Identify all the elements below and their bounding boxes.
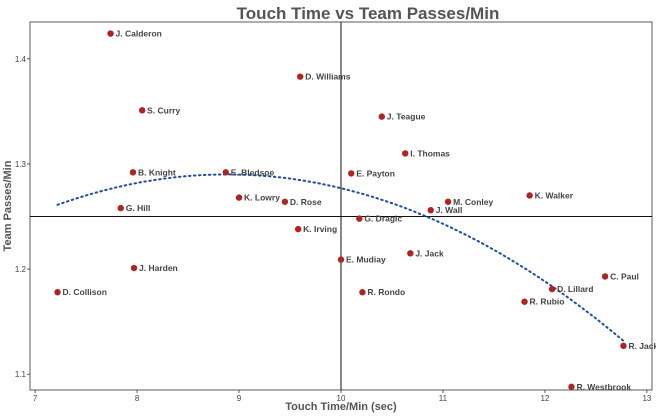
point-label: S. Curry bbox=[147, 105, 180, 115]
point-marker bbox=[54, 289, 61, 296]
point-label: R. Rubio bbox=[530, 297, 565, 307]
data-point: R. Rubio bbox=[521, 297, 564, 307]
data-point: E. Payton bbox=[347, 168, 395, 178]
point-label: R. Rondo bbox=[367, 287, 405, 297]
data-point: J. Wall bbox=[427, 205, 463, 215]
data-points: J. Calderon D. Williams S. Curry J. Teague I… bbox=[54, 29, 656, 392]
chart-title: Touch Time vs Team Passes/Min bbox=[237, 4, 500, 23]
point-label: D. Collison bbox=[63, 287, 107, 297]
point-label: M. Conley bbox=[453, 197, 493, 207]
data-point: C. Paul bbox=[601, 271, 639, 281]
data-point: D. Williams bbox=[297, 72, 351, 82]
x-tick-label: 8 bbox=[135, 394, 140, 403]
point-label: R. Westbrook bbox=[576, 382, 631, 392]
data-point: J. Harden bbox=[130, 263, 178, 273]
data-point: E. Mudiay bbox=[337, 255, 386, 265]
point-label: J. Jack bbox=[415, 248, 444, 258]
point-label: D. Rose bbox=[290, 197, 322, 207]
point-marker bbox=[548, 285, 556, 293]
point-marker bbox=[138, 107, 146, 114]
point-label: I. Thomas bbox=[410, 148, 450, 158]
point-label: K. Irving bbox=[303, 224, 337, 234]
x-tick-label: 7 bbox=[33, 394, 38, 403]
data-point: I. Thomas bbox=[402, 148, 450, 158]
x-axis-title: Touch Time/Min (sec) bbox=[285, 401, 397, 413]
y-tick-label: 1.3 bbox=[15, 160, 27, 169]
point-marker bbox=[444, 198, 452, 205]
point-marker bbox=[130, 264, 138, 272]
point-label: E. Mudiay bbox=[346, 255, 386, 265]
axis-ticks: 7 8 9 10 11 12 13 1.1 1.2 1.3 1.4 bbox=[15, 55, 652, 403]
y-tick-label: 1.2 bbox=[15, 265, 27, 274]
point-label: J. Wall bbox=[436, 205, 463, 215]
y-tick-label: 1.4 bbox=[15, 55, 27, 64]
point-marker bbox=[620, 342, 627, 350]
data-point: M. Conley bbox=[444, 197, 493, 207]
point-marker bbox=[402, 150, 409, 157]
point-marker bbox=[129, 169, 137, 176]
point-label: K. Walker bbox=[535, 190, 574, 200]
y-tick-label: 1.1 bbox=[15, 370, 27, 379]
point-marker bbox=[235, 194, 243, 201]
x-tick-label: 13 bbox=[642, 394, 651, 403]
point-label: J. Harden bbox=[139, 263, 178, 273]
point-marker bbox=[294, 225, 302, 233]
point-label: J. Calderon bbox=[116, 29, 162, 39]
point-label: E. Bledsoe bbox=[231, 167, 275, 177]
point-marker bbox=[601, 273, 609, 280]
point-marker bbox=[568, 383, 575, 391]
point-marker bbox=[407, 250, 414, 257]
point-label: R. Jack bbox=[628, 341, 656, 351]
x-tick-label: 11 bbox=[439, 394, 448, 403]
point-marker bbox=[222, 169, 229, 176]
point-marker bbox=[356, 215, 363, 222]
data-point: D. Lillard bbox=[548, 284, 593, 294]
data-point: R. Rondo bbox=[359, 287, 405, 297]
point-label: B. Knight bbox=[138, 167, 176, 177]
point-label: K. Lowry bbox=[244, 193, 280, 203]
point-label: C. Paul bbox=[610, 271, 639, 281]
point-marker bbox=[107, 30, 114, 37]
reference-lines bbox=[30, 22, 652, 390]
point-marker bbox=[521, 298, 528, 305]
point-marker bbox=[281, 198, 289, 205]
data-point: K. Irving bbox=[294, 224, 337, 234]
data-point: K. Lowry bbox=[235, 193, 280, 203]
point-label: D. Lillard bbox=[557, 284, 593, 294]
data-point: B. Knight bbox=[129, 167, 176, 177]
point-label: D. Williams bbox=[305, 72, 351, 82]
x-tick-label: 9 bbox=[237, 394, 242, 403]
point-label: G. Hill bbox=[126, 203, 151, 213]
x-tick-label: 12 bbox=[540, 394, 549, 403]
point-marker bbox=[359, 289, 366, 296]
y-axis-title: Team Passes/Min bbox=[2, 160, 14, 251]
data-point: G. Dragic bbox=[356, 214, 402, 224]
data-point: G. Hill bbox=[117, 203, 151, 213]
x-tick-label: 10 bbox=[337, 394, 346, 403]
point-label: E. Payton bbox=[356, 168, 395, 178]
point-marker bbox=[347, 170, 355, 177]
point-marker bbox=[337, 256, 345, 263]
data-point: D. Collison bbox=[54, 287, 107, 297]
point-marker bbox=[427, 207, 434, 214]
data-point: R. Westbrook bbox=[568, 382, 631, 392]
data-point: J. Calderon bbox=[107, 29, 162, 39]
data-point: R. Jack bbox=[620, 341, 656, 351]
point-label: G. Dragic bbox=[364, 214, 402, 224]
point-marker bbox=[526, 192, 533, 199]
data-point: E. Bledsoe bbox=[222, 167, 275, 177]
data-point: S. Curry bbox=[138, 105, 181, 115]
point-marker bbox=[378, 113, 385, 120]
point-marker bbox=[117, 204, 124, 212]
point-marker bbox=[297, 73, 304, 80]
data-point: D. Rose bbox=[281, 197, 322, 207]
data-point: K. Walker bbox=[526, 190, 574, 200]
point-label: J. Teague bbox=[387, 112, 426, 122]
trend-line bbox=[56, 173, 625, 342]
data-point: J. Teague bbox=[378, 112, 426, 122]
data-point: J. Jack bbox=[407, 248, 444, 258]
